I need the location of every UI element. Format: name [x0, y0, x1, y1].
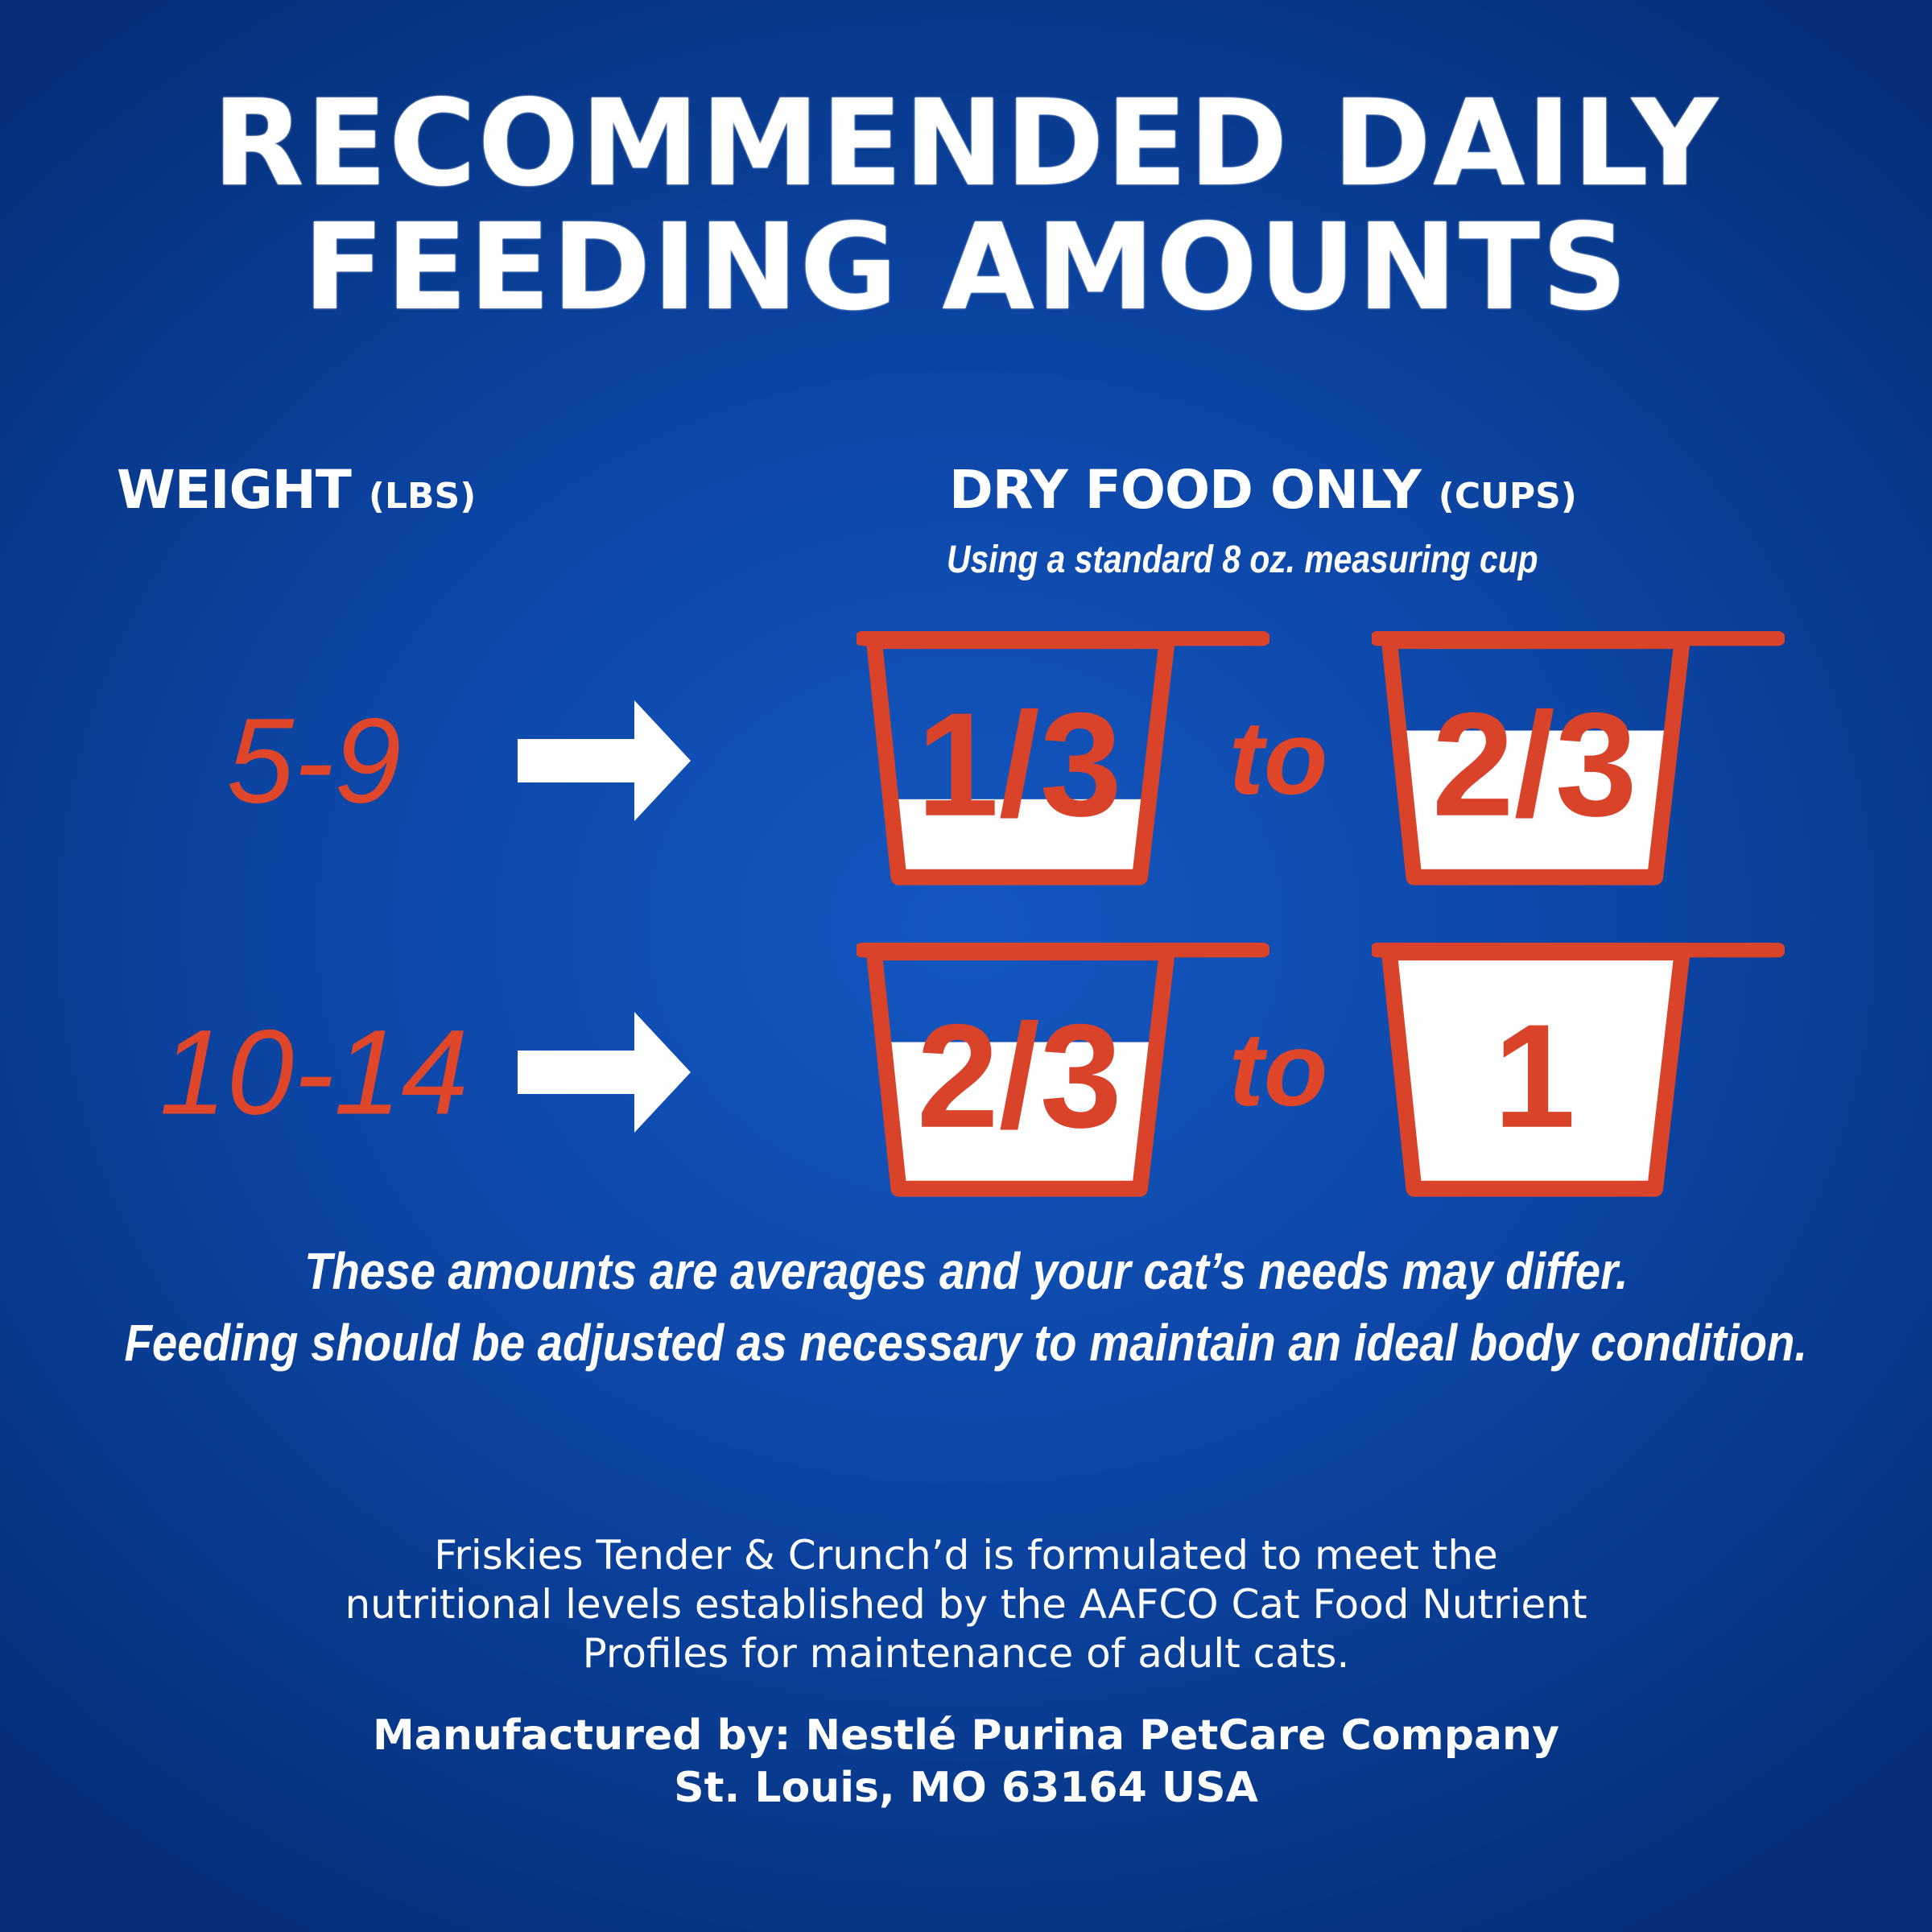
to-separator: to: [1228, 1010, 1328, 1128]
statement-line-1: Friskies Tender & Crunch’d is formulated…: [434, 1532, 1498, 1579]
title-line-2: FEEDING AMOUNTS: [303, 198, 1629, 336]
cup-amount-label: 1/3: [917, 682, 1122, 847]
dry-food-header: DRY FOOD ONLY (CUPS): [949, 459, 1577, 521]
weight-header: WEIGHT (LBS): [117, 459, 476, 521]
weight-header-label: WEIGHT: [117, 459, 352, 521]
measuring-cup-icon: 2/3: [1372, 631, 1785, 886]
to-separator: to: [1228, 699, 1328, 816]
dry-food-header-unit: (CUPS): [1438, 476, 1577, 517]
dry-food-header-label: DRY FOOD ONLY: [949, 459, 1422, 521]
weight-header-unit: (LBS): [368, 476, 477, 517]
manufacturer-info: Manufactured by: Nestlé Purina PetCare C…: [0, 1710, 1932, 1814]
weight-range: 10-14: [159, 1004, 469, 1140]
cup-fill-level: [873, 799, 1167, 877]
cup-fill-level: [1389, 957, 1682, 1189]
aafco-statement: Friskies Tender & Crunch’d is formulated…: [0, 1531, 1932, 1678]
cup-amount-label: 2/3: [1432, 682, 1637, 847]
title-line-1: RECOMMENDED DAILY: [212, 74, 1720, 213]
cup-amount-label: 2/3: [917, 993, 1122, 1158]
weight-range: 5-9: [226, 692, 402, 828]
measuring-cup-icon: 2/3: [857, 943, 1269, 1197]
cup-amount-label: 1: [1493, 993, 1575, 1158]
cup-fill-level: [873, 1042, 1167, 1189]
right-arrow-icon: [518, 1012, 691, 1133]
measuring-cup-icon: 1/3: [857, 631, 1269, 886]
statement-line-2: nutritional levels established by the AA…: [345, 1581, 1587, 1628]
disclaimer-line-2: Feeding should be adjusted as necessary …: [124, 1314, 1808, 1372]
right-arrow-icon: [518, 700, 691, 821]
manufacturer-line-2: St. Louis, MO 63164 USA: [674, 1764, 1258, 1812]
measuring-cup-note: Using a standard 8 oz. measuring cup: [947, 539, 1538, 581]
disclaimer-line-1: These amounts are averages and your cat’…: [303, 1242, 1629, 1300]
manufacturer-line-1: Manufactured by: Nestlé Purina PetCare C…: [373, 1711, 1559, 1760]
measuring-cup-icon: 1: [1372, 943, 1785, 1197]
cup-fill-level: [1389, 730, 1682, 877]
statement-line-3: Profiles for maintenance of adult cats.: [582, 1630, 1350, 1677]
